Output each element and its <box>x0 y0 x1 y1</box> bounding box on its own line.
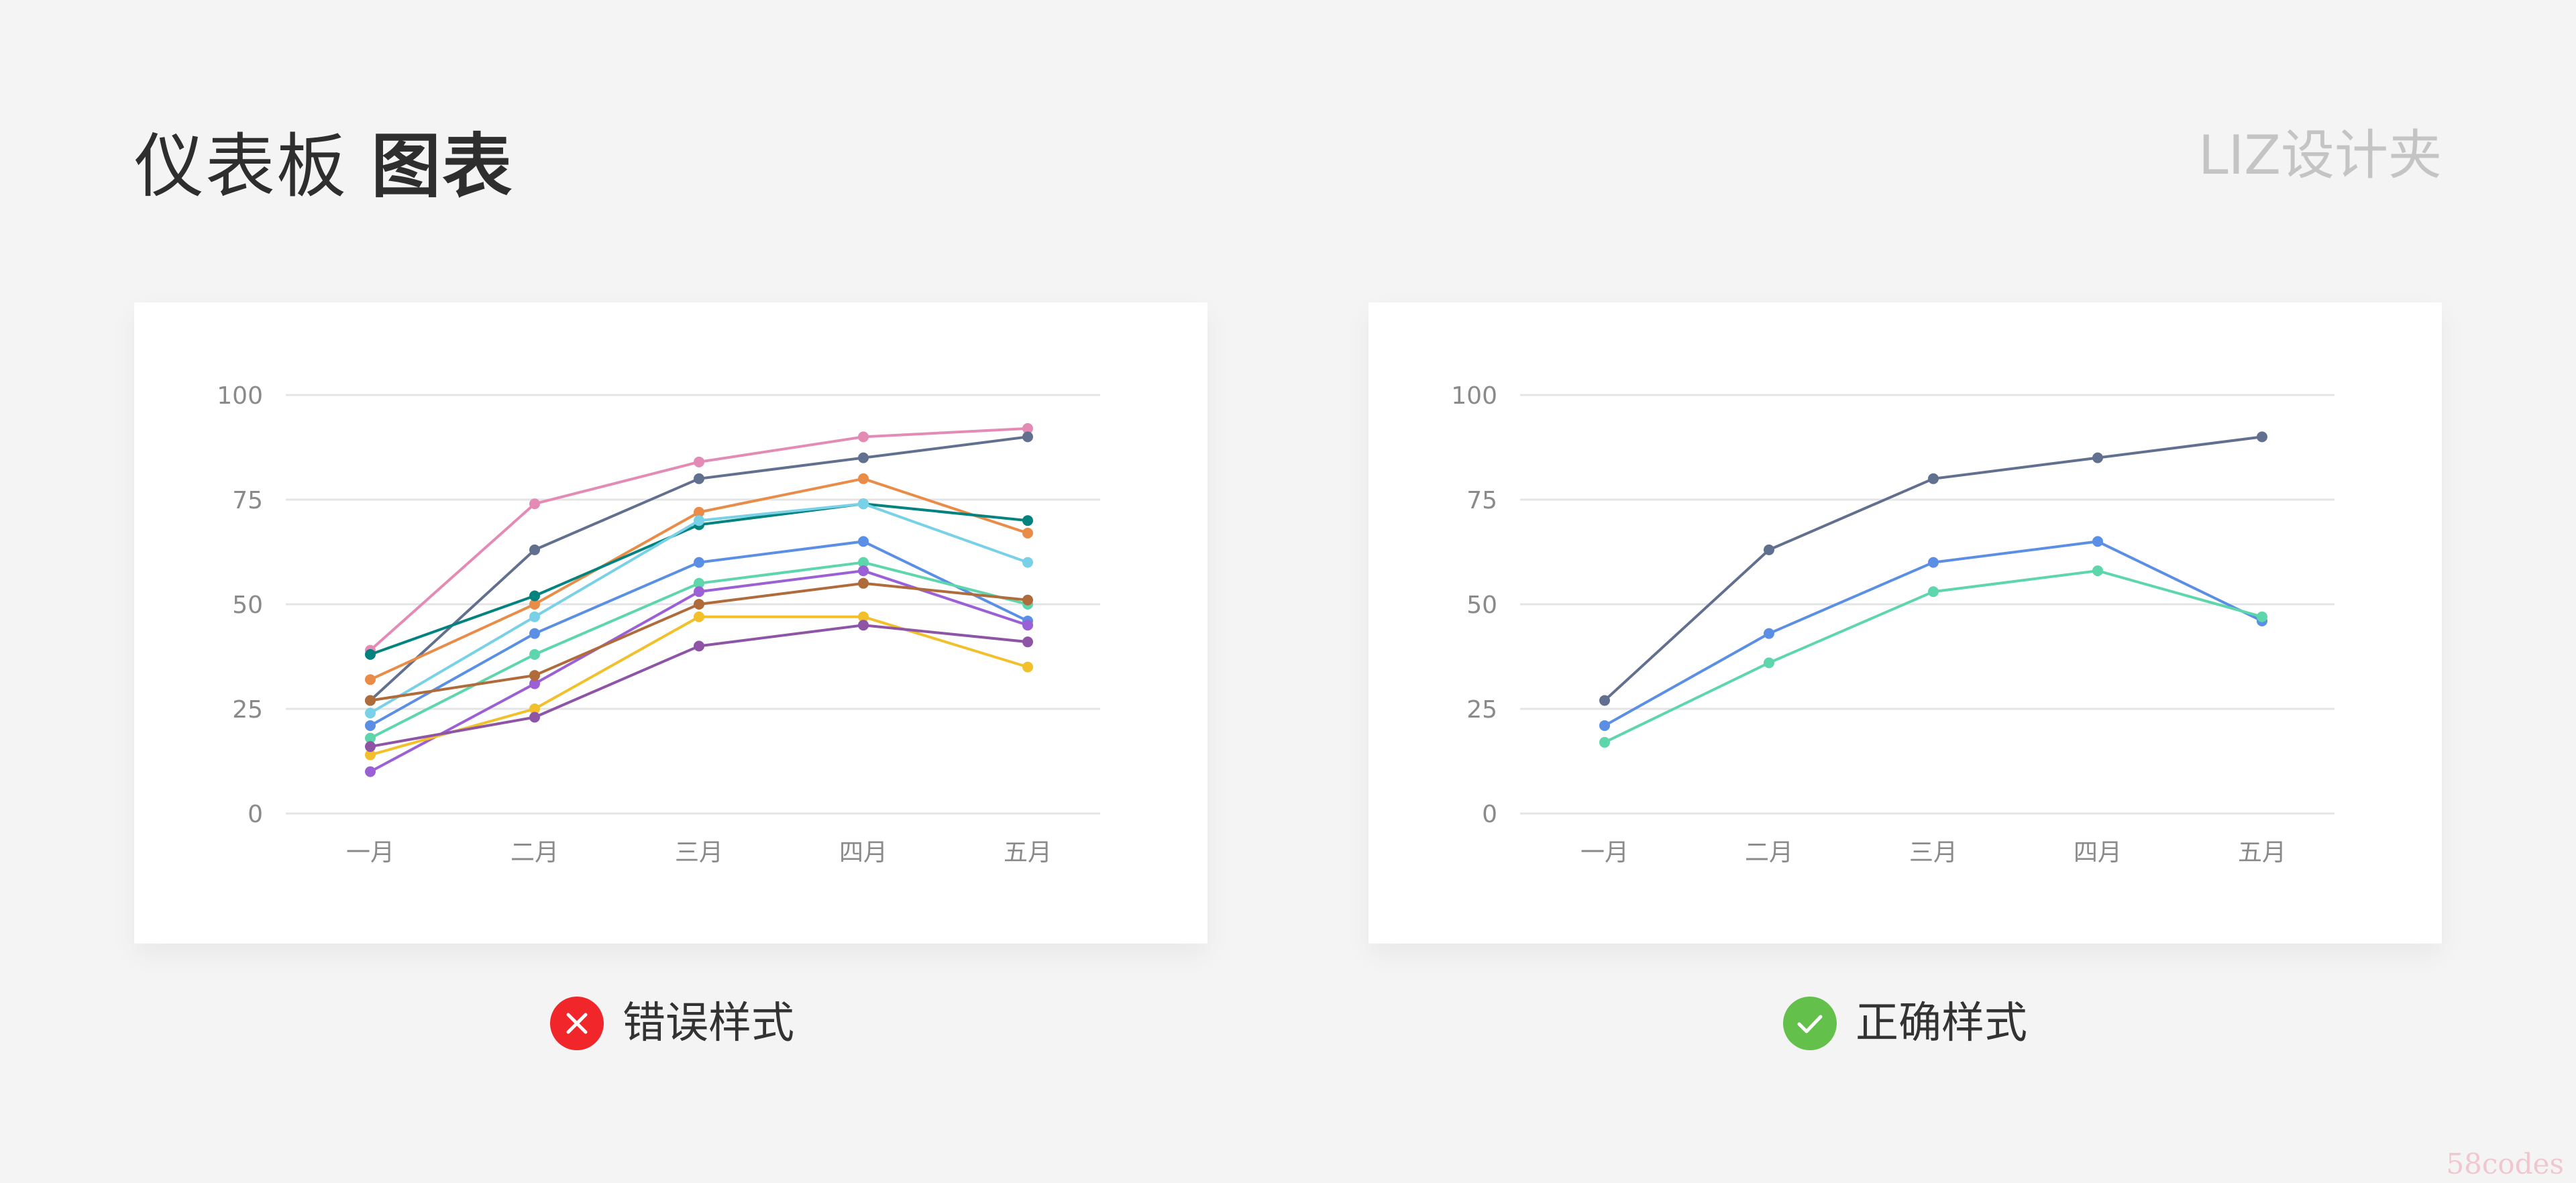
data-point <box>858 565 869 577</box>
data-point <box>2257 611 2267 622</box>
check-icon <box>1783 997 1837 1050</box>
data-point <box>1599 720 1610 731</box>
data-point <box>1599 695 1610 706</box>
data-point <box>1599 736 1610 748</box>
x-tick-label: 四月 <box>2074 839 2122 866</box>
data-point <box>1022 515 1033 526</box>
data-point <box>858 557 869 568</box>
data-point <box>858 473 869 484</box>
y-tick-label: 50 <box>232 592 263 619</box>
data-point <box>365 766 376 777</box>
data-point <box>858 431 869 443</box>
y-tick-label: 25 <box>1466 696 1497 724</box>
y-tick-label: 75 <box>232 487 263 514</box>
x-tick-label: 四月 <box>839 839 888 866</box>
page-title: 仪表板 图表 <box>134 119 513 213</box>
data-point <box>858 536 869 547</box>
data-point <box>858 498 869 510</box>
y-tick-label: 50 <box>1466 592 1497 619</box>
data-point <box>694 557 704 568</box>
data-point <box>1764 628 1774 639</box>
data-point <box>1928 557 1939 568</box>
x-tick-label: 一月 <box>1580 839 1629 866</box>
x-tick-label: 二月 <box>511 839 559 866</box>
x-tick-label: 一月 <box>346 839 394 866</box>
correct-style-caption: 正确样式 <box>1783 997 2027 1050</box>
data-point <box>365 708 376 719</box>
data-point <box>1928 473 1939 484</box>
data-point <box>1022 636 1033 648</box>
wrong-style-chart-card: 0 25 50 75 100 一月 二月 三月 四月 五月 <box>134 302 1208 944</box>
data-point <box>858 452 869 463</box>
data-point <box>529 703 540 714</box>
wrong-style-caption: 错误样式 <box>550 997 794 1050</box>
data-point <box>858 577 869 589</box>
data-point <box>529 544 540 555</box>
data-point <box>694 611 704 622</box>
data-point <box>529 628 540 639</box>
data-point <box>2092 565 2103 577</box>
data-point <box>858 620 869 631</box>
page-title-bold: 图表 <box>371 125 514 207</box>
series-line <box>1604 540 2263 727</box>
data-point <box>1928 586 1939 598</box>
data-point <box>694 599 704 610</box>
y-tick-label: 100 <box>217 382 263 410</box>
x-tick-label: 五月 <box>1004 839 1052 866</box>
x-tick-label: 二月 <box>1745 839 1793 866</box>
data-point <box>529 678 540 689</box>
data-point <box>365 649 376 660</box>
data-point <box>1764 544 1774 555</box>
data-point <box>694 473 704 484</box>
data-point <box>529 712 540 723</box>
data-point <box>2092 536 2103 547</box>
correct-style-line-chart: 0 25 50 75 100 一月 二月 三月 四月 五月 <box>1451 382 2334 866</box>
data-point <box>694 456 704 467</box>
data-point <box>694 515 704 526</box>
x-tick-label: 五月 <box>2238 839 2286 866</box>
x-tick-label: 三月 <box>675 839 723 866</box>
data-point <box>529 670 540 681</box>
data-point <box>529 498 540 510</box>
data-point <box>365 695 376 706</box>
data-point <box>365 749 376 760</box>
y-tick-label: 100 <box>1451 382 1497 410</box>
data-point <box>694 640 704 652</box>
y-tick-label: 0 <box>248 801 263 828</box>
data-point <box>529 599 540 610</box>
close-icon <box>550 997 604 1050</box>
data-point <box>1022 422 1033 434</box>
data-point <box>2092 452 2103 463</box>
data-point <box>694 506 704 518</box>
data-point <box>694 577 704 589</box>
data-point <box>365 674 376 685</box>
data-point <box>1022 620 1033 631</box>
correct-style-chart-card: 0 25 50 75 100 一月 二月 三月 四月 五月 <box>1368 302 2442 944</box>
wrong-style-label: 错误样式 <box>623 999 794 1048</box>
data-point <box>694 586 704 598</box>
data-point <box>1764 657 1774 669</box>
data-point <box>1022 594 1033 606</box>
watermark: 58codes <box>2446 1147 2564 1180</box>
data-point <box>365 720 376 731</box>
data-point <box>529 649 540 660</box>
data-point <box>1022 557 1033 568</box>
data-point <box>529 590 540 602</box>
page-title-light: 仪表板 <box>134 125 348 207</box>
data-point <box>1022 431 1033 443</box>
data-point <box>365 741 376 752</box>
x-tick-label: 三月 <box>1909 839 1957 866</box>
y-tick-label: 0 <box>1482 801 1497 828</box>
data-point <box>365 732 376 744</box>
y-tick-label: 75 <box>1466 487 1497 514</box>
data-point <box>529 611 540 622</box>
y-tick-label: 25 <box>232 696 263 724</box>
brand-logo-text: LIZ设计夹 <box>2198 124 2442 186</box>
data-point <box>1022 527 1033 539</box>
correct-style-label: 正确样式 <box>1856 999 2027 1048</box>
data-point <box>858 611 869 622</box>
data-point <box>2257 431 2267 443</box>
data-point <box>1022 661 1033 673</box>
wrong-style-line-chart: 0 25 50 75 100 一月 二月 三月 四月 五月 <box>217 382 1100 866</box>
